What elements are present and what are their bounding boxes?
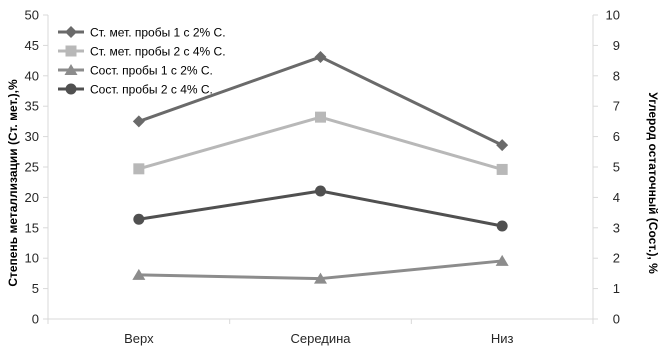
y2-tick-label: 8 (613, 68, 620, 83)
x-tick-label: Верх (124, 331, 154, 346)
y-tick-label: 40 (25, 68, 39, 83)
series-2-point (133, 163, 145, 175)
x-tick-label: Низ (491, 331, 514, 346)
series-1-point (314, 50, 327, 63)
legend-swatch-marker (64, 64, 78, 75)
series-4-point (496, 220, 508, 232)
y-tick-label: 0 (32, 312, 39, 327)
y-tick-label: 45 (25, 38, 39, 53)
y2-tick-label: 6 (613, 129, 620, 144)
y-tick-label: 10 (25, 251, 39, 266)
series-1-point (132, 115, 145, 128)
y2-tick-label: 3 (613, 220, 620, 235)
series-2-line (138, 115, 503, 171)
legend-label: Сост. пробы 1 с 2% С. (90, 64, 213, 78)
y2-tick-label: 1 (613, 281, 620, 296)
series-3-point (495, 254, 509, 266)
series-2-point (315, 111, 326, 123)
y2-axis-title: Углерод остаточный (Сост.), % (646, 92, 660, 274)
y2-tick-label: 9 (613, 38, 620, 53)
legend-swatch-marker (65, 45, 77, 57)
y2-tick-label: 5 (613, 160, 620, 175)
y-tick-label: 35 (25, 99, 39, 114)
legend-label: Ст. мет. пробы 2 с 4% С. (90, 45, 226, 59)
y-axis-title: Степень металлизации (Ст. мет.),% (6, 79, 20, 287)
y-tick-label: 15 (25, 220, 39, 235)
y-tick-label: 50 (25, 8, 39, 23)
y2-tick-label: 2 (613, 251, 620, 266)
x-tick-label: Середина (290, 331, 351, 346)
series-layer (132, 50, 509, 284)
y2-tick-label: 7 (613, 99, 620, 114)
y2-tick-label: 4 (613, 190, 620, 205)
legend-swatch-marker (65, 83, 77, 95)
series-4-point (133, 213, 145, 225)
series-3-point (132, 268, 146, 280)
y2-tick-label: 10 (606, 8, 620, 23)
y2-tick-label: 0 (613, 312, 620, 327)
y-tick-label: 20 (25, 190, 39, 205)
y-tick-label: 5 (32, 281, 39, 296)
series-2-point (496, 163, 508, 175)
series-4-point (315, 185, 326, 197)
y-tick-label: 30 (25, 129, 39, 144)
legend-label: Сост. пробы 2 с 4% С. (90, 83, 213, 97)
series-1-point (496, 139, 509, 152)
series-3-point (314, 272, 327, 284)
y-tick-label: 25 (25, 160, 39, 175)
legend-swatch-marker (65, 26, 77, 38)
legend-label: Ст. мет. пробы 1 с 2% С. (90, 26, 226, 40)
legend: Ст. мет. пробы 1 с 2% С. Ст. мет. пробы 2… (58, 26, 226, 97)
